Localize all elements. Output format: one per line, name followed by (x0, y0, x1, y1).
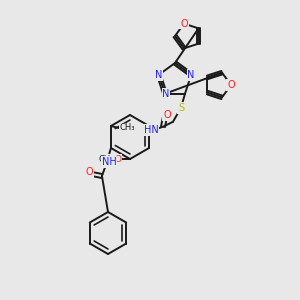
Text: HN: HN (144, 125, 158, 135)
Text: O: O (115, 154, 122, 164)
Text: O: O (163, 110, 171, 120)
Text: NH: NH (102, 157, 116, 167)
Text: N: N (162, 89, 170, 99)
Text: O: O (85, 167, 93, 177)
Text: O: O (180, 19, 188, 28)
Text: N: N (155, 70, 163, 80)
Text: CH₃: CH₃ (98, 154, 114, 164)
Text: N: N (188, 70, 195, 80)
Text: CH₃: CH₃ (119, 124, 135, 133)
Text: O: O (227, 80, 235, 90)
Text: S: S (178, 103, 184, 113)
